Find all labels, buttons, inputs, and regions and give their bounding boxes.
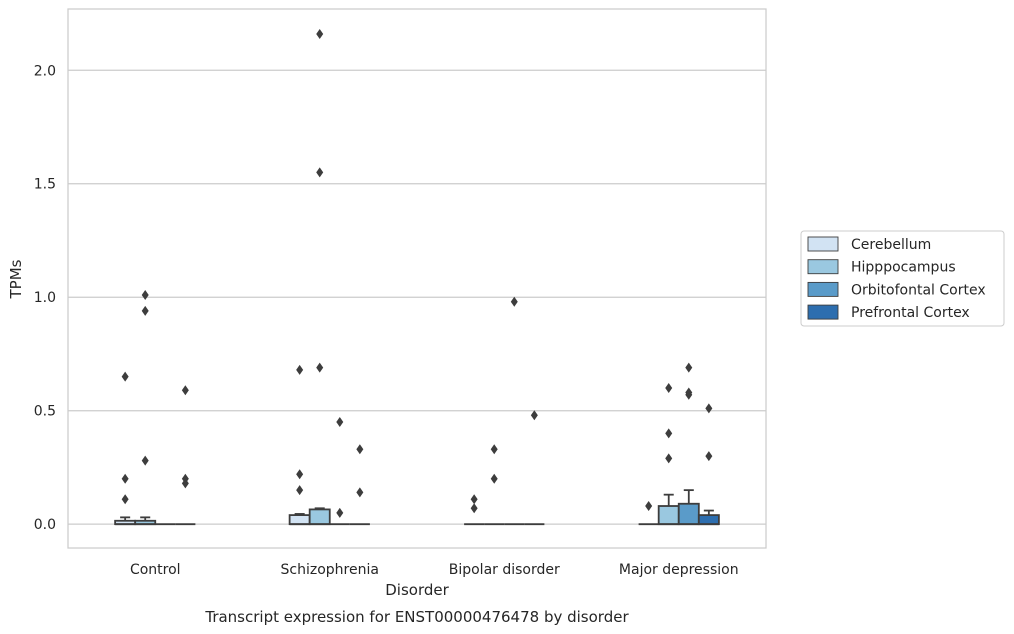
outlier-point [316,362,324,373]
outlier-point [685,387,693,398]
x-tick-label: Control [130,562,181,578]
y-tick-label: 2.0 [34,63,56,79]
outlier-point [316,167,324,178]
box-hipppocampus-2 [484,444,505,526]
outlier-point [141,455,149,466]
legend-swatch [807,304,839,320]
outlier-point [705,451,713,462]
box-orbitofontal-cortex-1 [329,417,350,526]
plot-marks [114,28,720,526]
outlier-point [470,503,478,514]
box-body [677,502,700,526]
outlier-point [705,403,713,414]
legend: Cerebellum Hipppocampus Orbitofontal Corte… [800,230,1005,327]
box-prefrontal-cortex-3 [697,403,720,526]
outlier-point [530,410,538,421]
x-tick-labels: Control Schizophrenia Bipolar disorder Majo… [130,562,739,578]
box-prefrontal-cortex-2 [524,410,545,526]
outlier-point [121,371,129,382]
x-axis-label: Disorder [385,581,449,599]
box-cerebellum-0 [114,371,137,526]
y-gridlines [68,69,766,525]
box-hipppocampus-0 [134,289,157,526]
box-body [308,508,331,526]
outlier-point [665,383,673,394]
legend-label: Hipppocampus [851,260,956,276]
y-axis-label: TPMs [7,259,25,299]
outlier-point [490,444,498,455]
outlier-point [316,28,324,39]
outlier-point [645,501,653,512]
legend-swatch [807,259,839,275]
legend-item: Hipppocampus [807,259,956,276]
x-tick-label: Schizophrenia [281,562,379,578]
box-cerebellum-3 [638,501,659,526]
outlier-point [141,305,149,316]
legend-item: Prefrontal Cortex [807,304,970,321]
outlier-point [121,494,129,505]
outlier-point [296,469,304,480]
box-orbitofontal-cortex-3 [677,362,700,526]
box-hipppocampus-3 [657,383,680,526]
outlier-point [356,487,364,498]
box-body [657,505,680,526]
box-prefrontal-cortex-1 [349,444,370,526]
outlier-point [510,296,518,307]
outlier-point [685,362,693,373]
outlier-point [356,444,364,455]
outlier-point [665,428,673,439]
y-tick-label: 1.0 [34,290,56,306]
box-body [697,514,720,526]
outlier-point [490,473,498,484]
box-prefrontal-cortex-0 [175,385,196,526]
legend-label: Orbitofontal Cortex [851,282,986,298]
legend-item: Cerebellum [807,236,931,253]
outlier-point [141,289,149,300]
y-tick-label: 0.5 [34,404,56,420]
y-tick-label: 0.0 [34,517,56,533]
plot-frame [67,8,767,549]
x-tick-label: Major depression [619,562,739,578]
legend-label: Prefrontal Cortex [851,305,970,321]
outlier-point [181,473,189,484]
box-cerebellum-2 [464,494,485,526]
outlier-point [470,494,478,505]
outlier-point [121,473,129,484]
outlier-point [336,417,344,428]
outlier-point [665,453,673,464]
legend-label: Cerebellum [851,237,931,253]
box-body [288,514,311,526]
outlier-point [296,364,304,375]
y-tick-label: 1.5 [34,177,56,193]
box-cerebellum-1 [288,364,311,526]
outlier-point [336,507,344,518]
legend-frame [800,230,1005,327]
x-tick-label: Bipolar disorder [449,562,560,578]
outlier-point [181,385,189,396]
box-hipppocampus-1 [308,28,331,526]
legend-swatch [807,281,839,297]
legend-swatch [807,236,839,252]
y-tick-labels: 0.0 0.5 1.0 1.5 2.0 [34,63,56,533]
outlier-point [296,485,304,496]
box-orbitofontal-cortex-2 [504,296,525,526]
legend-item: Orbitofontal Cortex [807,281,986,298]
chart-caption: Transcript expression for ENST0000047647… [204,608,629,626]
